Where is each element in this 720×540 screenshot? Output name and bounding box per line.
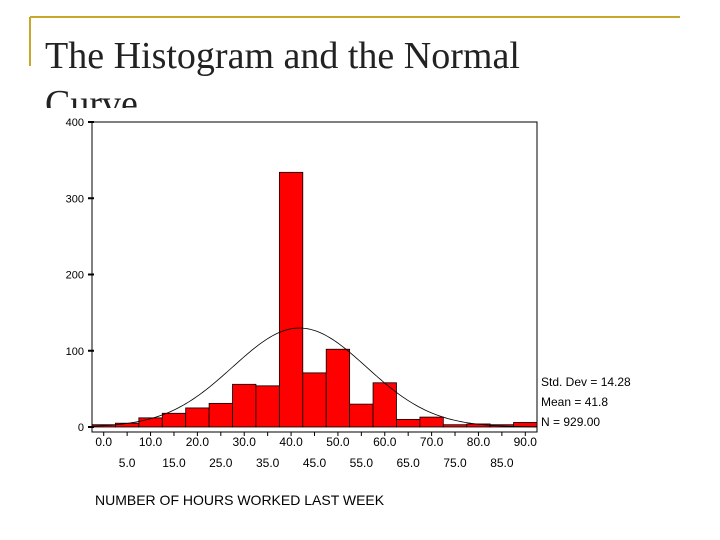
x-tick-label: 75.0	[443, 456, 467, 470]
bar	[138, 417, 163, 428]
bar	[161, 412, 187, 428]
stat-label: Mean = 41.8	[541, 395, 608, 409]
x-tick-label: 65.0	[397, 456, 421, 470]
x-tick-label: 50.0	[326, 435, 350, 449]
x-tick-label: 25.0	[209, 456, 233, 470]
x-axis-label: NUMBER OF HOURS WORKED LAST WEEK	[95, 492, 385, 508]
bar	[442, 424, 468, 428]
y-tick-label: 100	[66, 346, 84, 358]
x-tick-label: 0.0	[95, 435, 112, 449]
x-tick-label: 80.0	[467, 435, 491, 449]
bar	[325, 348, 351, 428]
x-tick-label: 30.0	[233, 435, 257, 449]
y-tick-label: 300	[66, 193, 84, 205]
bar	[302, 372, 327, 428]
x-tick-label: 20.0	[186, 435, 210, 449]
stat-label: Std. Dev = 14.28	[541, 375, 631, 389]
y-tick-label: 200	[66, 270, 84, 282]
x-tick-label: 85.0	[490, 456, 514, 470]
x-tick-label: 5.0	[119, 456, 136, 470]
x-tick-label: 70.0	[420, 435, 444, 449]
x-tick-label: 35.0	[256, 456, 280, 470]
x-tick-label: 15.0	[162, 456, 186, 470]
x-tick-label: 10.0	[139, 435, 163, 449]
x-tick-label: 55.0	[350, 456, 374, 470]
y-tick-label: 0	[78, 422, 84, 434]
normal-curve	[91, 327, 538, 428]
slide-title: The Histogram and the Normal Curve	[45, 35, 520, 125]
x-tick-label: 40.0	[279, 435, 303, 449]
bar	[419, 416, 444, 428]
chart-background	[40, 108, 640, 528]
bar	[208, 402, 233, 428]
stat-label: N = 929.00	[541, 415, 600, 429]
bar	[185, 407, 210, 428]
x-tick-label: 60.0	[373, 435, 397, 449]
bar	[278, 171, 304, 428]
y-tick-label: 400	[66, 117, 84, 129]
bar	[396, 418, 421, 428]
bar	[232, 383, 257, 428]
bar	[255, 385, 280, 428]
x-tick-label: 90.0	[514, 435, 538, 449]
bar	[349, 403, 374, 428]
x-tick-label: 45.0	[303, 456, 327, 470]
